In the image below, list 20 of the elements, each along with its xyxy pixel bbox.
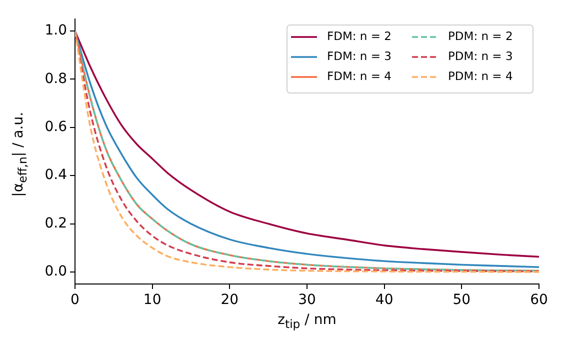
x-tick-label: 40 <box>375 292 394 308</box>
legend-label: FDM: n = 2 <box>327 28 392 43</box>
y-tick-label: 0.2 <box>44 215 67 232</box>
y-tick-label: 0.8 <box>44 70 67 87</box>
x-tick-label: 60 <box>530 292 548 308</box>
x-tick-label: 10 <box>143 292 162 308</box>
legend-label: PDM: n = 4 <box>448 68 513 83</box>
x-axis-title: z$_{tip}$ / nm <box>276 312 338 331</box>
y-tick-label: 0.6 <box>44 119 68 136</box>
y-tick-label: 1.0 <box>44 22 67 39</box>
legend-label: PDM: n = 3 <box>448 48 513 63</box>
x-tick-label: 50 <box>452 292 471 308</box>
legend-label: FDM: n = 4 <box>327 68 392 83</box>
y-tick-label: 0.0 <box>44 264 67 280</box>
legend-label: PDM: n = 2 <box>448 28 513 43</box>
x-tick-label: 20 <box>220 292 239 308</box>
legend-label: FDM: n = 3 <box>327 48 392 63</box>
y-tick-label: 0.4 <box>44 167 68 184</box>
x-tick-label: 30 <box>298 292 316 308</box>
x-tick-label: 0 <box>70 292 80 308</box>
